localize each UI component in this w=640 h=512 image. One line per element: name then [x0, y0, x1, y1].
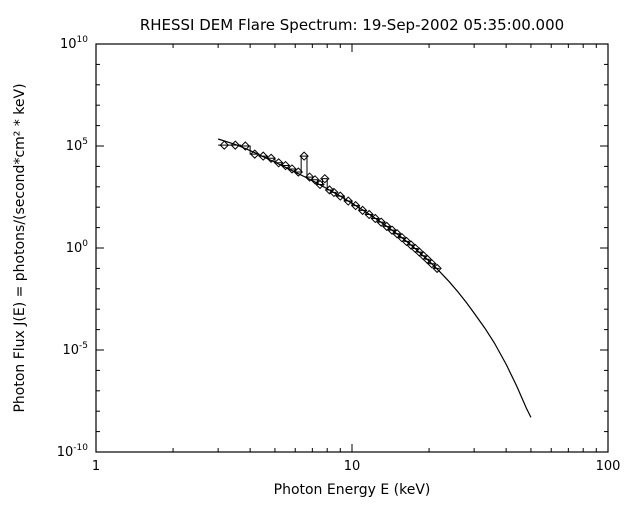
svg-text:100: 100: [596, 459, 621, 474]
svg-text:10: 10: [344, 459, 361, 474]
svg-text:100: 100: [66, 239, 89, 256]
svg-text:10-10: 10-10: [57, 443, 89, 460]
svg-text:105: 105: [66, 137, 88, 154]
y-axis-label: Photon Flux J(E) = photons/(second*cm² *…: [12, 83, 28, 412]
svg-text:1010: 1010: [60, 35, 88, 52]
svg-text:10-5: 10-5: [62, 341, 88, 358]
svg-text:1: 1: [92, 459, 100, 474]
x-axis-label: Photon Energy E (keV): [274, 482, 431, 498]
chart-title: RHESSI DEM Flare Spectrum: 19-Sep-2002 0…: [140, 16, 564, 34]
spectrum-chart: 1 10 100 10-10 10-5 100 105 1010 RHESSI DEM Flar…: [0, 0, 640, 512]
